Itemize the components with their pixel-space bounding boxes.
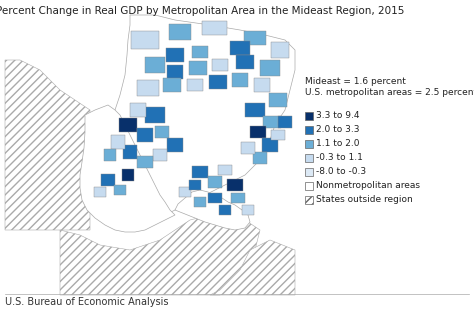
Polygon shape — [271, 130, 285, 140]
Text: States outside region: States outside region — [316, 196, 413, 205]
Polygon shape — [236, 55, 254, 69]
Polygon shape — [137, 80, 159, 96]
Polygon shape — [208, 176, 222, 188]
Polygon shape — [123, 145, 137, 159]
Text: U.S. Bureau of Economic Analysis: U.S. Bureau of Economic Analysis — [5, 297, 168, 307]
Polygon shape — [260, 60, 280, 76]
Polygon shape — [5, 60, 90, 230]
Text: Mideast = 1.6 percent: Mideast = 1.6 percent — [305, 77, 406, 86]
Polygon shape — [209, 75, 227, 89]
Polygon shape — [145, 57, 165, 73]
Polygon shape — [250, 126, 266, 138]
Polygon shape — [114, 185, 126, 195]
Polygon shape — [131, 31, 159, 49]
Polygon shape — [263, 116, 281, 128]
Polygon shape — [94, 187, 106, 197]
Text: Nonmetropolitan areas: Nonmetropolitan areas — [316, 181, 420, 191]
Polygon shape — [194, 197, 206, 207]
Polygon shape — [167, 138, 183, 152]
Polygon shape — [241, 142, 255, 154]
Bar — [305, 112, 313, 120]
Text: 3.3 to 9.4: 3.3 to 9.4 — [316, 112, 359, 121]
Polygon shape — [278, 116, 292, 128]
Bar — [305, 168, 313, 176]
Polygon shape — [208, 193, 222, 203]
Polygon shape — [271, 42, 289, 58]
Polygon shape — [153, 149, 167, 161]
Polygon shape — [119, 118, 137, 132]
Polygon shape — [230, 41, 250, 55]
Polygon shape — [202, 21, 228, 35]
Text: -0.3 to 1.1: -0.3 to 1.1 — [316, 153, 363, 162]
Text: -8.0 to -0.3: -8.0 to -0.3 — [316, 167, 366, 176]
Polygon shape — [108, 15, 295, 215]
Bar — [305, 154, 313, 162]
Bar — [305, 126, 313, 134]
Polygon shape — [155, 126, 169, 138]
Polygon shape — [254, 78, 270, 92]
Polygon shape — [227, 179, 243, 191]
Text: 1.1 to 2.0: 1.1 to 2.0 — [316, 140, 359, 148]
Polygon shape — [169, 24, 191, 40]
Polygon shape — [189, 180, 201, 190]
Bar — [305, 140, 313, 148]
Polygon shape — [244, 31, 266, 45]
Polygon shape — [137, 156, 153, 168]
Polygon shape — [80, 105, 175, 232]
Polygon shape — [167, 65, 183, 79]
Polygon shape — [122, 169, 134, 181]
Polygon shape — [253, 152, 267, 164]
Polygon shape — [242, 205, 254, 215]
Polygon shape — [262, 138, 278, 152]
Polygon shape — [137, 128, 153, 142]
Polygon shape — [175, 190, 250, 230]
Polygon shape — [104, 149, 116, 161]
Text: U.S. metropolitan areas = 2.5 percent: U.S. metropolitan areas = 2.5 percent — [305, 88, 474, 97]
Text: 2.0 to 3.3: 2.0 to 3.3 — [316, 126, 359, 135]
Polygon shape — [231, 193, 245, 203]
Polygon shape — [187, 79, 203, 91]
Polygon shape — [179, 187, 191, 197]
Polygon shape — [212, 59, 228, 71]
Polygon shape — [189, 61, 207, 75]
Polygon shape — [269, 93, 287, 107]
Polygon shape — [145, 107, 165, 123]
Polygon shape — [192, 166, 208, 178]
Polygon shape — [130, 103, 146, 117]
Polygon shape — [192, 46, 208, 58]
Polygon shape — [163, 78, 181, 92]
Polygon shape — [101, 174, 115, 186]
Polygon shape — [218, 165, 232, 175]
Bar — [305, 196, 313, 204]
Polygon shape — [245, 103, 265, 117]
Polygon shape — [210, 240, 295, 295]
Text: Percent Change in Real GDP by Metropolitan Area in the Mideast Region, 2015: Percent Change in Real GDP by Metropolit… — [0, 6, 404, 16]
Polygon shape — [166, 48, 184, 62]
Bar — [305, 182, 313, 190]
Polygon shape — [232, 73, 248, 87]
Polygon shape — [111, 135, 125, 149]
Polygon shape — [219, 205, 231, 215]
Polygon shape — [60, 210, 260, 295]
